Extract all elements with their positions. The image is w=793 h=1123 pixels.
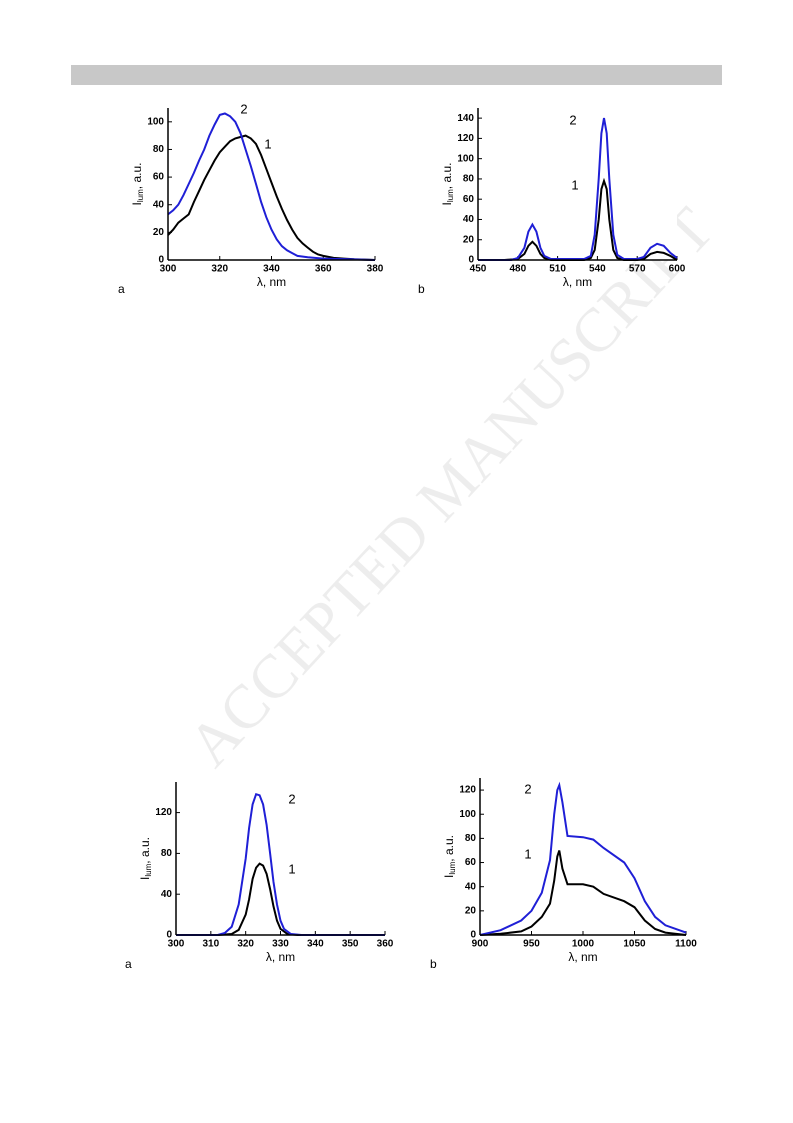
x-axis-label: λ, nm (568, 950, 597, 964)
curve-label: 1 (571, 177, 578, 192)
y-tick-label: 20 (465, 905, 477, 916)
y-tick-label: 120 (459, 785, 476, 796)
x-tick-label: 310 (202, 939, 219, 950)
y-tick-label: 100 (457, 153, 474, 164)
x-axis-label: λ, nm (257, 275, 286, 289)
x-tick-label: 340 (263, 264, 280, 275)
y-tick-label: 0 (166, 930, 172, 941)
x-tick-label: 1000 (572, 939, 595, 950)
curve-label: 2 (240, 101, 247, 116)
spectrum-line (167, 112, 376, 261)
panel-label: b (430, 957, 437, 971)
curve-label: 2 (288, 791, 295, 806)
spectrum-line (478, 177, 678, 261)
x-tick-label: 300 (160, 264, 177, 275)
y-label-rest: , a.u. (130, 163, 144, 190)
y-label-sub: lum (448, 861, 457, 874)
spectrum-line (176, 862, 385, 936)
y-tick-label: 100 (459, 809, 476, 820)
x-axis-label: λ, nm (266, 950, 295, 964)
x-tick-label: 1100 (675, 939, 697, 950)
y-tick-label: 60 (465, 857, 477, 868)
panel-label: b (418, 282, 425, 296)
y-axis-label: Ilum, a.u. (442, 835, 457, 878)
y-label-rest: , a.u. (442, 835, 456, 862)
y-label-main: I (138, 877, 152, 880)
spectrum-line (479, 850, 687, 936)
curve-label: 1 (524, 846, 531, 861)
y-label-main: I (440, 202, 454, 205)
y-tick-label: 80 (161, 848, 173, 859)
y-tick-label: 120 (457, 133, 474, 144)
y-tick-label: 20 (153, 227, 165, 238)
y-label-main: I (130, 202, 144, 205)
x-axis-label: λ, nm (563, 275, 592, 289)
spectrum-line (176, 792, 385, 936)
y-label-rest: , a.u. (440, 163, 454, 190)
y-tick-label: 60 (153, 172, 165, 183)
x-tick-label: 600 (669, 264, 686, 275)
x-tick-label: 510 (549, 264, 566, 275)
curve-label: 2 (569, 112, 576, 127)
x-tick-label: 570 (629, 264, 646, 275)
y-axis-label: Ilum, a.u. (130, 163, 145, 206)
y-tick-label: 80 (465, 833, 477, 844)
y-tick-label: 80 (153, 144, 165, 155)
x-tick-label: 480 (509, 264, 526, 275)
x-tick-label: 900 (472, 939, 489, 950)
y-tick-label: 0 (470, 930, 476, 941)
header-bar (71, 65, 722, 85)
y-tick-label: 40 (161, 889, 173, 900)
curve-label: 1 (264, 136, 271, 151)
y-tick-label: 40 (465, 881, 477, 892)
x-tick-label: 320 (211, 264, 228, 275)
y-label-rest: , a.u. (138, 837, 152, 864)
x-tick-label: 950 (523, 939, 540, 950)
x-tick-label: 1050 (623, 939, 646, 950)
y-label-main: I (442, 875, 456, 878)
x-tick-label: 350 (342, 939, 359, 950)
y-tick-label: 0 (158, 255, 164, 266)
panel-label: a (125, 957, 132, 971)
x-tick-label: 380 (367, 264, 384, 275)
spectrum-line (167, 134, 376, 261)
y-tick-label: 60 (463, 194, 475, 205)
plot-area (480, 778, 686, 935)
spectrum-line (479, 781, 687, 936)
y-tick-label: 20 (463, 234, 475, 245)
y-tick-label: 140 (457, 113, 474, 124)
y-label-sub: lum (136, 189, 145, 202)
x-tick-label: 360 (315, 264, 332, 275)
x-tick-label: 340 (307, 939, 324, 950)
y-tick-label: 0 (468, 255, 474, 266)
y-tick-label: 100 (147, 116, 164, 127)
y-tick-label: 40 (153, 199, 165, 210)
x-tick-label: 450 (470, 264, 487, 275)
spectrum-line (478, 117, 678, 261)
x-tick-label: 360 (377, 939, 394, 950)
x-tick-label: 540 (589, 264, 606, 275)
y-tick-label: 80 (463, 174, 475, 185)
y-axis-label: Ilum, a.u. (440, 163, 455, 206)
y-axis-label: Ilum, a.u. (138, 837, 153, 880)
x-tick-label: 300 (168, 939, 185, 950)
y-tick-label: 40 (463, 214, 475, 225)
x-tick-label: 320 (237, 939, 254, 950)
curve-label: 1 (288, 861, 295, 876)
panel-label: a (118, 282, 125, 296)
y-label-sub: lum (446, 189, 455, 202)
x-tick-label: 330 (272, 939, 289, 950)
y-label-sub: lum (144, 863, 153, 876)
y-tick-label: 120 (155, 807, 172, 818)
plot-area (478, 108, 677, 260)
plot-area (176, 782, 385, 935)
curve-label: 2 (524, 781, 531, 796)
